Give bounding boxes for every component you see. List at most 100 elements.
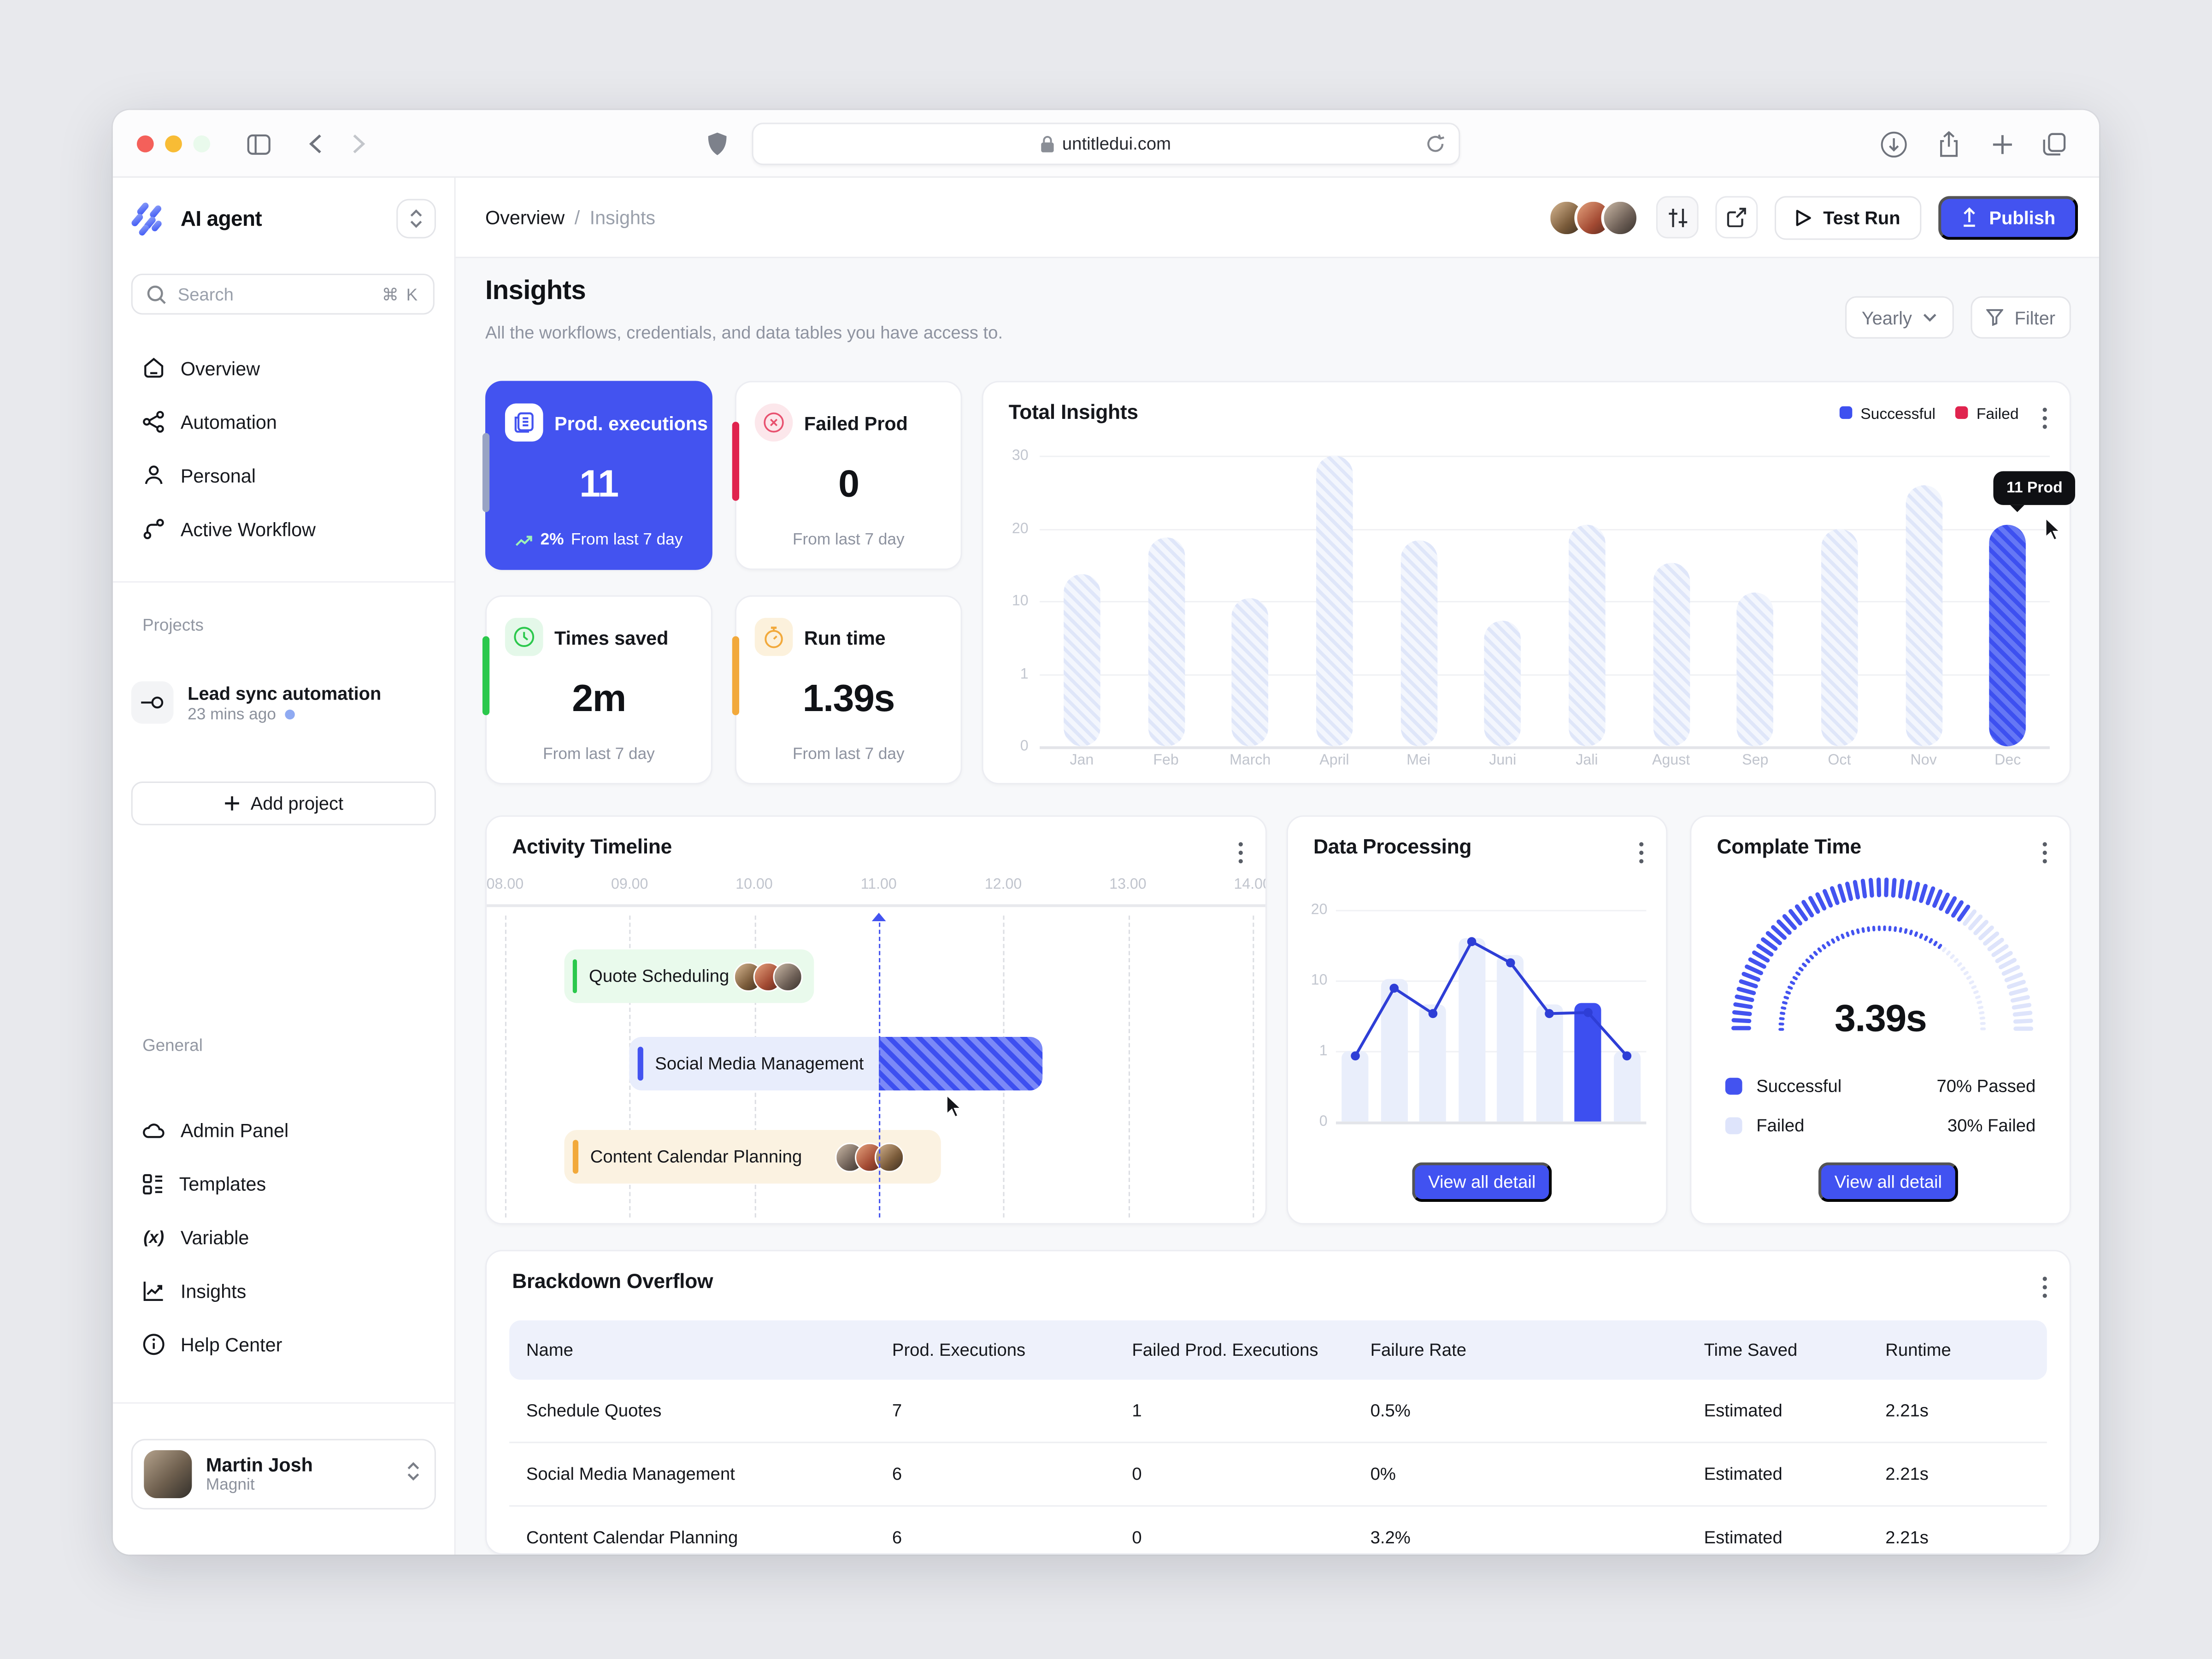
table-row[interactable]: Social Media Management 6 0 0% Estimated 2.21… — [509, 1443, 2047, 1507]
workspace-switcher-button[interactable] — [396, 199, 436, 239]
add-project-button[interactable]: Add project — [131, 781, 436, 825]
more-menu-icon[interactable] — [1236, 839, 1246, 866]
timeline-gridline — [1252, 915, 1254, 1218]
new-tab-icon[interactable] — [1988, 130, 2016, 158]
breadcrumb-overview[interactable]: Overview — [485, 206, 565, 228]
close-button[interactable] — [136, 135, 154, 153]
task-quote-scheduling[interactable]: Quote Scheduling — [563, 949, 814, 1003]
stat-card-times-saved[interactable]: Times saved 2m From last 7 day — [482, 595, 712, 785]
refresh-icon[interactable] — [1426, 134, 1445, 158]
sidebar-item-templates[interactable]: Templates — [131, 1157, 436, 1210]
task-social-media-management[interactable]: Social Media Management — [629, 1036, 879, 1091]
stat-card-failed-prod[interactable]: Failed Prod 0 From last 7 day — [732, 381, 962, 570]
bar-sep[interactable] — [1736, 592, 1774, 747]
y-axis-label: 10 — [1311, 972, 1328, 989]
sidebar-item-admin-panel[interactable]: Admin Panel — [131, 1103, 436, 1157]
external-link-icon — [1728, 207, 1747, 227]
bar-8[interactable] — [1613, 1050, 1641, 1122]
x-axis-label: Jali — [1576, 752, 1598, 769]
sidebar-item-personal[interactable]: Personal — [131, 448, 436, 502]
bar-jan[interactable] — [1063, 575, 1100, 747]
bar-slot — [1882, 456, 1966, 747]
bar-5[interactable] — [1497, 955, 1524, 1122]
automation-icon — [143, 411, 164, 433]
bar-3[interactable] — [1419, 1004, 1447, 1122]
bar-line-chart — [1335, 910, 1647, 1124]
bar-juni[interactable] — [1484, 621, 1521, 747]
tab-overview-icon[interactable] — [2040, 130, 2068, 158]
back-icon[interactable] — [300, 130, 329, 158]
filter-button[interactable]: Filter — [1971, 296, 2071, 339]
sidebar-toggle-icon[interactable] — [244, 130, 272, 158]
address-bar[interactable]: untitledui.com — [752, 123, 1460, 165]
more-menu-icon[interactable] — [2040, 839, 2049, 866]
bar-nov[interactable] — [1905, 484, 1942, 747]
more-menu-icon[interactable] — [2040, 405, 2049, 432]
search-input[interactable] — [177, 284, 371, 304]
table-cell: 3.2% — [1370, 1528, 1411, 1548]
bar-mei[interactable] — [1400, 540, 1437, 747]
bar-march[interactable] — [1231, 598, 1269, 747]
sidebar-item-automation[interactable]: Automation — [131, 395, 436, 448]
more-menu-icon[interactable] — [1636, 839, 1646, 866]
stat-card-run-time[interactable]: Run time 1.39s From last 7 day — [732, 595, 962, 785]
table-cell: Content Calendar Planning — [526, 1528, 738, 1548]
sidebar-item-variable[interactable]: (x) Variable — [131, 1211, 436, 1264]
view-all-detail-button[interactable]: View all detail — [1818, 1162, 1958, 1202]
table-row[interactable]: Schedule Quotes 7 1 0.5% Estimated 2.21s — [509, 1380, 2047, 1443]
gauge-tick — [1904, 880, 1912, 900]
avatar — [773, 961, 803, 991]
bar-oct[interactable] — [1821, 528, 1858, 747]
sidebar-item-help-center[interactable]: Help Center — [131, 1318, 436, 1371]
bar-6[interactable] — [1535, 1004, 1563, 1122]
x-axis-label: Nov — [1910, 752, 1937, 769]
sidebar-item-overview[interactable]: Overview — [131, 341, 436, 395]
breakdown-overflow-panel: Brackdown Overflow Name Prod. Executions F… — [485, 1250, 2071, 1555]
gridline — [1040, 528, 2050, 530]
gauge-tick — [1911, 881, 1920, 901]
bar-1[interactable] — [1341, 1050, 1369, 1122]
sidebar-project-lead-sync[interactable]: Lead sync automation 23 mins ago — [131, 674, 436, 730]
test-run-button[interactable]: Test Run — [1775, 195, 1922, 239]
gauge-tick — [1735, 987, 1756, 996]
more-menu-icon[interactable] — [2040, 1274, 2049, 1300]
settings-sliders-button[interactable] — [1657, 196, 1699, 239]
stat-card-prod-executions[interactable]: Prod. executions 11 2% From last 7 day — [482, 381, 712, 570]
projects-section-label: Projects — [142, 615, 204, 635]
lock-icon — [1041, 136, 1054, 153]
open-external-button[interactable] — [1716, 196, 1759, 239]
forward-icon[interactable] — [344, 130, 372, 158]
downloads-icon[interactable] — [1879, 130, 1907, 158]
timeline-hour-label: 12.00 — [984, 876, 1022, 893]
user-profile[interactable]: Martin Josh Magnit — [131, 1439, 436, 1510]
sidebar-item-active-workflow[interactable]: Active Workflow — [131, 502, 436, 556]
bar-april[interactable] — [1316, 455, 1353, 747]
bar-agust[interactable] — [1653, 563, 1689, 747]
bar-dec[interactable] — [1989, 525, 2026, 747]
sidebar-item-insights[interactable]: Insights — [131, 1264, 436, 1318]
share-icon[interactable] — [1934, 130, 1962, 158]
bar-feb[interactable] — [1147, 537, 1184, 747]
period-dropdown[interactable]: Yearly — [1845, 296, 1954, 339]
gauge-dot — [1950, 953, 1956, 959]
publish-button[interactable]: Publish — [1938, 195, 2078, 239]
minimize-button[interactable] — [165, 135, 182, 153]
search-box[interactable]: ⌘ K — [131, 273, 435, 315]
task-in-progress-segment[interactable] — [878, 1036, 1043, 1091]
project-name: Lead sync automation — [188, 682, 382, 704]
bar-tooltip: 11 Prod — [1994, 471, 2076, 513]
task-content-calendar-planning[interactable]: Content Calendar Planning — [565, 1130, 941, 1184]
zoom-button[interactable] — [193, 135, 211, 153]
page-topbar: Overview / Insights — [455, 177, 2100, 259]
avatar — [1601, 198, 1640, 236]
table-row[interactable]: Content Calendar Planning 6 0 3.2% Estimated… — [509, 1506, 2047, 1553]
sidebar-item-label: Templates — [179, 1173, 266, 1194]
gauge-dot — [1941, 946, 1948, 952]
filter-icon — [1986, 309, 2004, 326]
gauge-dot — [1953, 957, 1960, 963]
bar-4[interactable] — [1458, 937, 1485, 1122]
gauge-dot — [1785, 989, 1791, 994]
shield-icon[interactable] — [702, 130, 730, 158]
bar-jali[interactable] — [1568, 525, 1606, 747]
view-all-detail-button[interactable]: View all detail — [1412, 1162, 1552, 1202]
